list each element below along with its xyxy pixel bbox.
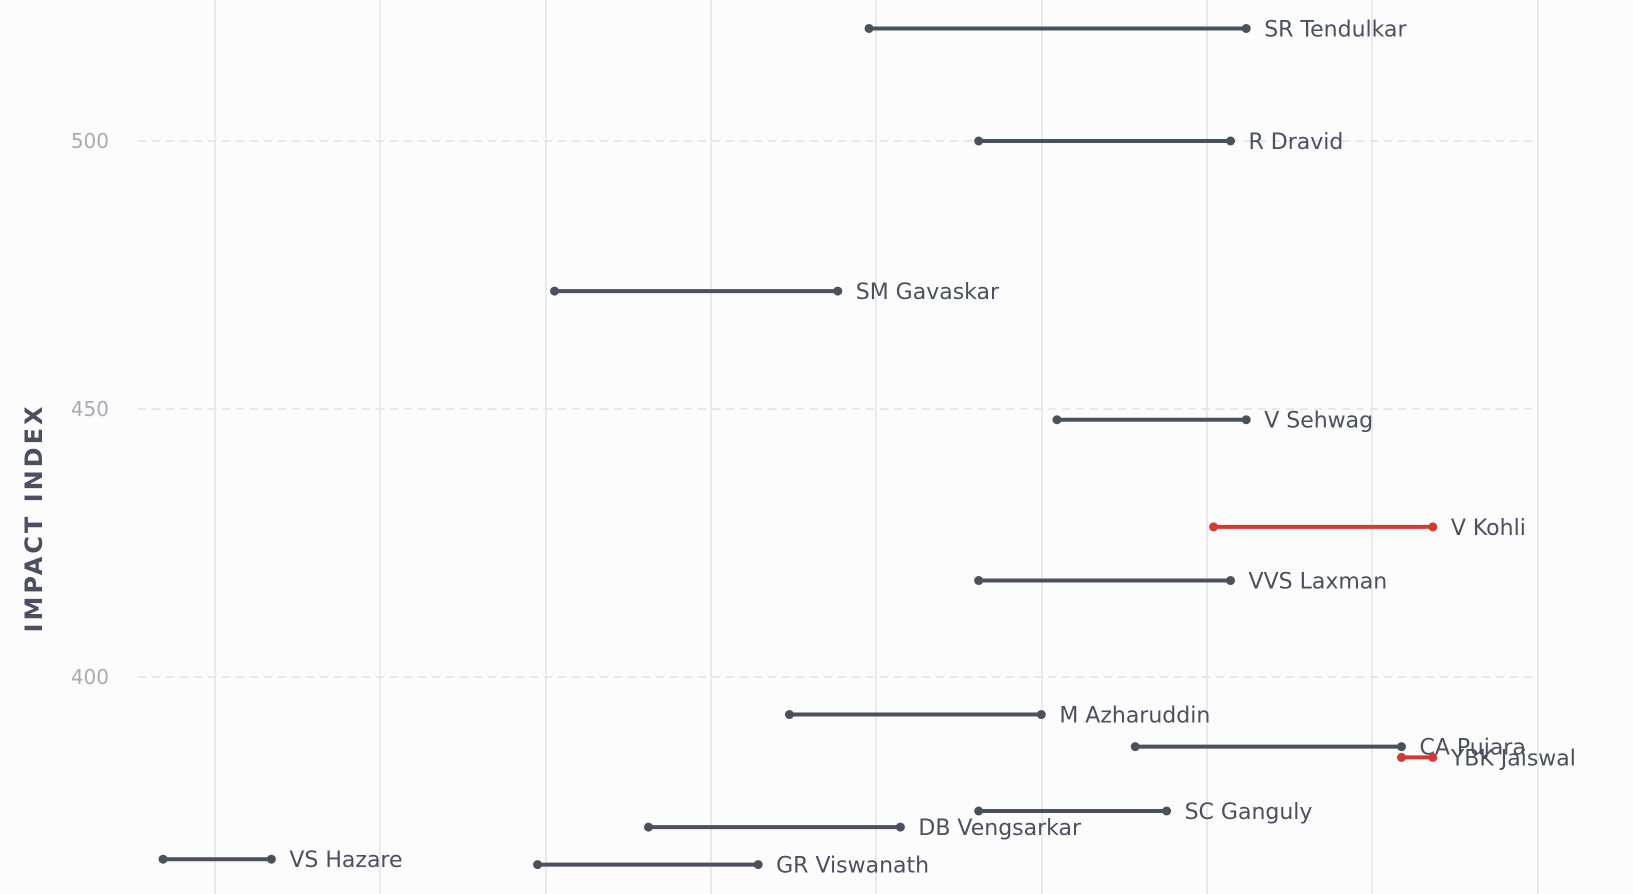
y-axis-label: IMPACT INDEX [20,404,48,633]
range-start-point [974,576,984,586]
horizontal-gridlines [138,140,1538,678]
player-label: R Dravid [1249,130,1344,155]
range-end-point [753,860,763,870]
y-tick-label: 450 [71,397,109,421]
player-range: GR Viswanath [533,854,929,879]
player-range: SC Ganguly [974,800,1312,825]
range-start-point [864,23,874,33]
y-axis-ticks: 400 450 500 [71,129,109,689]
range-end-point [1226,576,1236,586]
player-range: R Dravid [974,130,1343,155]
range-start-point [158,854,168,864]
range-end-point [266,854,276,864]
range-end-point [1428,752,1438,762]
y-tick-label: 500 [71,129,109,153]
range-end-point [895,822,905,832]
range-end-point [1396,742,1406,752]
player-label: YBK Jaiswal [1450,746,1576,771]
player-range: SR Tendulkar [864,17,1407,42]
range-start-point [550,286,560,296]
player-range: YBK Jaiswal [1396,746,1576,771]
range-end-point [1162,806,1172,816]
player-label: DB Vengsarkar [918,816,1082,841]
range-end-point [1428,522,1438,532]
range-end-point [1226,136,1236,146]
player-label: SR Tendulkar [1264,17,1407,42]
player-range: DB Vengsarkar [644,816,1082,841]
player-range: VVS Laxman [974,570,1387,595]
y-tick-label: 400 [71,665,109,689]
player-label: M Azharuddin [1059,704,1210,729]
player-label: GR Viswanath [776,854,929,879]
player-range: V Sehwag [1052,409,1373,434]
player-range: VS Hazare [158,848,403,873]
player-label: V Sehwag [1264,409,1373,434]
range-end-point [1241,415,1251,425]
player-ranges: SR Tendulkar R Dravid SM Gavaskar V Sehwag V… [158,17,1576,879]
range-end-point [1036,710,1046,720]
range-end-point [833,286,843,296]
range-start-point [1209,522,1219,532]
range-start-point [974,136,984,146]
player-range: M Azharuddin [784,704,1210,729]
range-start-point [974,806,984,816]
player-range: V Kohli [1209,516,1526,541]
range-start-point [644,822,654,832]
range-start-point [533,860,543,870]
player-label: SC Ganguly [1185,800,1313,825]
range-start-point [1396,752,1406,762]
player-range: SM Gavaskar [550,280,1000,305]
player-label: SM Gavaskar [856,280,1000,305]
vertical-gridlines [214,0,1539,894]
range-start-point [784,710,794,720]
player-label: V Kohli [1451,516,1526,541]
range-end-point [1241,23,1251,33]
range-start-point [1052,415,1062,425]
player-label: VS Hazare [289,848,402,873]
player-label: VVS Laxman [1249,570,1388,595]
range-start-point [1130,742,1140,752]
